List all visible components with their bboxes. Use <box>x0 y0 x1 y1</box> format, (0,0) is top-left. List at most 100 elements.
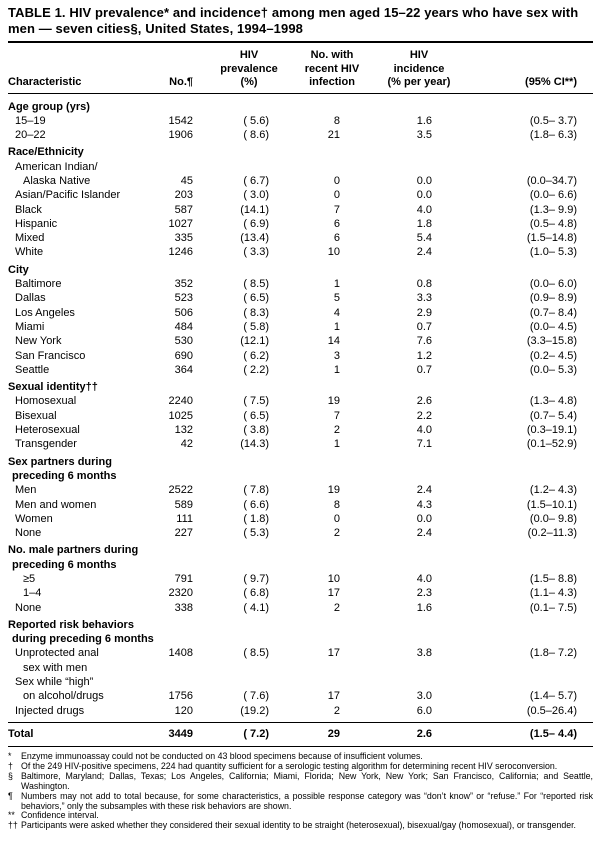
cell-no: 530 <box>174 335 193 348</box>
cell-ci: (1.8– 6.3) <box>529 129 577 142</box>
cell-recent-infection: 19 <box>327 484 340 497</box>
cell-prevalence: ( 8.6) <box>243 129 269 142</box>
row-label: Homosexual <box>15 395 77 408</box>
table-row: Homosexual 2240 ( 7.5) 19 2.6 (1.3– 4.8) <box>8 394 593 408</box>
cell-no: 1542 <box>168 114 193 127</box>
cell-prevalence: ( 3.3) <box>243 246 269 259</box>
cell-no <box>143 160 201 174</box>
cell-no <box>143 618 201 632</box>
table-row: Mixed 335 (13.4) 6 5.4 (1.5–14.8) <box>8 231 593 245</box>
cell-recent-infection <box>297 543 367 557</box>
header-spacer <box>143 63 201 77</box>
cell-recent-infection <box>297 160 367 174</box>
cell-prevalence: ( 9.7) <box>243 573 269 585</box>
cell-recent-infection: 19 <box>327 395 340 408</box>
footnote-text: Of the 249 HIV-positive specimens, 224 h… <box>21 760 558 771</box>
cell-recent-infection: 10 <box>327 573 340 585</box>
cell-prevalence <box>201 558 297 572</box>
row-label: Miami <box>15 320 45 333</box>
cell-incidence: 2.6 <box>416 727 432 740</box>
cell-no: 203 <box>174 189 193 202</box>
cell-ci: (1.8– 7.2) <box>529 647 577 660</box>
cell-recent-infection: 2 <box>333 704 340 717</box>
cell-ci: (1.3– 9.9) <box>529 203 577 216</box>
cell-ci: (0.0–34.7) <box>526 174 577 187</box>
table-row: sex with men <box>8 661 593 675</box>
cell-incidence: 6.0 <box>416 704 432 717</box>
cell-incidence <box>367 160 471 174</box>
row-label: Seattle <box>15 363 50 376</box>
footnote-marker: § <box>8 770 13 781</box>
cell-ci: (1.5–14.8) <box>526 232 577 245</box>
cell-recent-infection: 10 <box>327 246 340 259</box>
header-spacer <box>8 49 143 63</box>
cell-recent-infection <box>297 661 367 675</box>
cell-ci: (0.7– 5.4) <box>529 409 577 422</box>
cell-incidence: 2.3 <box>416 587 432 600</box>
footnote: ** Confidence interval. <box>8 811 593 821</box>
cell-incidence: 0.7 <box>416 320 432 333</box>
cell-ci: (0.2–11.3) <box>527 527 577 540</box>
cell-incidence <box>367 558 471 572</box>
cell-ci: (0.9– 8.9) <box>529 292 577 305</box>
table-row: Hispanic 1027 ( 6.9) 6 1.8 (0.5– 4.8) <box>8 217 593 231</box>
cell-prevalence <box>201 632 297 646</box>
table-row: ≥5 791 ( 9.7) 10 4.0 (1.5– 8.8) <box>8 572 593 586</box>
cell-ci: (0.5– 4.8) <box>529 217 577 230</box>
cell-incidence: 3.8 <box>416 647 432 660</box>
cell-recent-infection: 2 <box>333 601 340 614</box>
cell-incidence: 4.3 <box>416 498 432 511</box>
cell-no: 2522 <box>168 484 193 497</box>
row-label: 20–22 <box>15 129 46 142</box>
cell-recent-infection: 8 <box>333 114 340 127</box>
col-header-recent-line1: No. with <box>310 49 354 61</box>
cell-incidence: 1.6 <box>416 114 432 127</box>
cell-incidence: 0.0 <box>416 174 432 187</box>
row-label: Heterosexual <box>15 424 80 437</box>
cell-ci: (1.5– 8.8) <box>529 573 577 585</box>
header-spacer <box>471 63 593 77</box>
cell-incidence: 2.4 <box>416 246 432 259</box>
row-label: Men and women <box>15 498 97 511</box>
cell-no: 589 <box>174 498 193 511</box>
cell-prevalence: ( 4.1) <box>243 601 269 614</box>
cell-no: 791 <box>174 573 193 585</box>
cell-incidence: 2.4 <box>416 527 432 540</box>
cell-recent-infection: 7 <box>333 203 340 216</box>
cell-no: 506 <box>174 306 193 319</box>
footnote: ¶ Numbers may not add to total because, f… <box>8 790 593 812</box>
cell-incidence <box>367 263 471 277</box>
title-rule <box>8 41 593 43</box>
footnote-marker: ¶ <box>8 790 13 801</box>
cell-no: 335 <box>174 232 193 245</box>
cell-ci: (0.2– 4.5) <box>529 349 577 362</box>
cell-recent-infection: 6 <box>333 232 340 245</box>
footnote-marker: †† <box>8 820 18 831</box>
total-row: Total 3449 ( 7.2) 29 2.6 (1.5– 4.4) <box>8 723 593 746</box>
section-header-row: City <box>8 263 593 277</box>
cell-ci: (0.0– 6.6) <box>529 189 577 202</box>
cell-recent-infection: 1 <box>333 278 340 291</box>
cell-no <box>143 380 201 394</box>
cell-recent-infection: 29 <box>327 727 340 740</box>
cell-prevalence: ( 3.0) <box>243 189 269 202</box>
cell-prevalence: ( 8.3) <box>243 306 269 319</box>
cell-prevalence: (13.4) <box>240 232 269 245</box>
cell-prevalence: ( 7.6) <box>243 690 269 703</box>
row-label: on alcohol/drugs <box>23 690 104 703</box>
cell-prevalence <box>201 618 297 632</box>
cell-recent-infection <box>297 455 367 469</box>
footnote: †† Participants were asked whether they c… <box>8 820 593 831</box>
cell-no: 3449 <box>168 727 193 740</box>
cell-ci <box>471 469 593 483</box>
cell-recent-infection: 0 <box>333 512 340 525</box>
table-row: 20–22 1906 ( 8.6) 21 3.5 (1.8– 6.3) <box>8 128 593 142</box>
row-label: Mixed <box>15 232 45 245</box>
cell-prevalence <box>201 455 297 469</box>
cell-recent-infection <box>297 469 367 483</box>
table-row: Unprotected anal 1408 ( 8.5) 17 3.8 (1.8– 7.2… <box>8 646 593 660</box>
cell-ci <box>471 675 593 689</box>
row-label: Injected drugs <box>15 704 85 717</box>
cell-recent-infection: 0 <box>333 174 340 187</box>
